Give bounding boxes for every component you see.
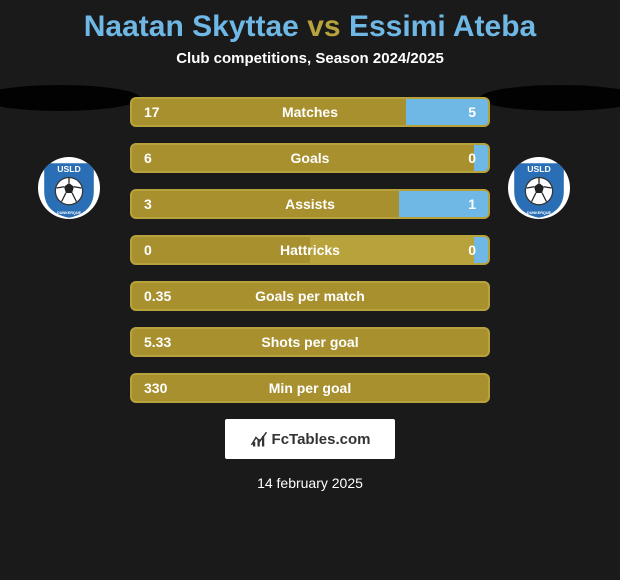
stat-label: Min per goal bbox=[269, 380, 351, 396]
stat-fill-left bbox=[132, 191, 399, 217]
stat-label: Shots per goal bbox=[261, 334, 358, 350]
stat-value-left: 5.33 bbox=[144, 334, 171, 350]
date-text: 14 february 2025 bbox=[0, 475, 620, 491]
stat-value-left: 3 bbox=[144, 196, 152, 212]
stat-row: 330 Min per goal bbox=[130, 373, 490, 403]
svg-text:DUNKERQUE: DUNKERQUE bbox=[57, 211, 81, 215]
stat-label: Hattricks bbox=[280, 242, 340, 258]
stat-label: Matches bbox=[282, 104, 338, 120]
stat-row: 6 Goals 0 bbox=[130, 143, 490, 173]
chart-icon bbox=[250, 430, 268, 448]
club-badge-left: USLD DUNKERQUE bbox=[38, 157, 100, 219]
stat-label: Goals bbox=[291, 150, 330, 166]
bars-area: USLD DUNKERQUE USLD DUNKERQUE 17 Matches 5… bbox=[0, 97, 620, 403]
shadow-left bbox=[0, 85, 140, 111]
svg-text:USLD: USLD bbox=[57, 164, 81, 174]
stat-value-left: 330 bbox=[144, 380, 167, 396]
stat-value-right: 5 bbox=[468, 104, 476, 120]
vs-text: vs bbox=[307, 10, 340, 43]
shadow-right bbox=[480, 85, 620, 111]
stat-label: Goals per match bbox=[255, 288, 365, 304]
svg-text:USLD: USLD bbox=[527, 164, 551, 174]
stat-row: 0.35 Goals per match bbox=[130, 281, 490, 311]
stat-fill-left bbox=[132, 99, 406, 125]
stat-value-left: 6 bbox=[144, 150, 152, 166]
stat-value-left: 0.35 bbox=[144, 288, 171, 304]
player1-name: Naatan Skyttae bbox=[84, 10, 299, 43]
stat-value-right: 1 bbox=[468, 196, 476, 212]
club-badge-right: USLD DUNKERQUE bbox=[508, 157, 570, 219]
logo-text: FcTables.com bbox=[272, 431, 371, 448]
stat-row: 5.33 Shots per goal bbox=[130, 327, 490, 357]
player2-name: Essimi Ateba bbox=[349, 10, 536, 43]
stat-row: 0 Hattricks 0 bbox=[130, 235, 490, 265]
fctables-logo: FcTables.com bbox=[225, 419, 395, 459]
svg-text:DUNKERQUE: DUNKERQUE bbox=[527, 211, 551, 215]
stat-row: 3 Assists 1 bbox=[130, 189, 490, 219]
stat-value-left: 17 bbox=[144, 104, 160, 120]
stat-value-right: 0 bbox=[468, 242, 476, 258]
stat-value-left: 0 bbox=[144, 242, 152, 258]
stat-row: 17 Matches 5 bbox=[130, 97, 490, 127]
stat-value-right: 0 bbox=[468, 150, 476, 166]
stat-label: Assists bbox=[285, 196, 335, 212]
stat-bars: 17 Matches 5 6 Goals 0 3 Assists 1 0 Hattricks 0 0.3… bbox=[130, 97, 490, 403]
comparison-title: Naatan Skyttae vs Essimi Ateba bbox=[0, 0, 620, 44]
subtitle: Club competitions, Season 2024/2025 bbox=[0, 50, 620, 67]
